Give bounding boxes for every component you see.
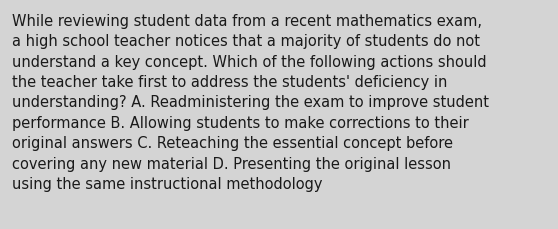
Text: While reviewing student data from a recent mathematics exam,
a high school teach: While reviewing student data from a rece… xyxy=(12,14,489,191)
